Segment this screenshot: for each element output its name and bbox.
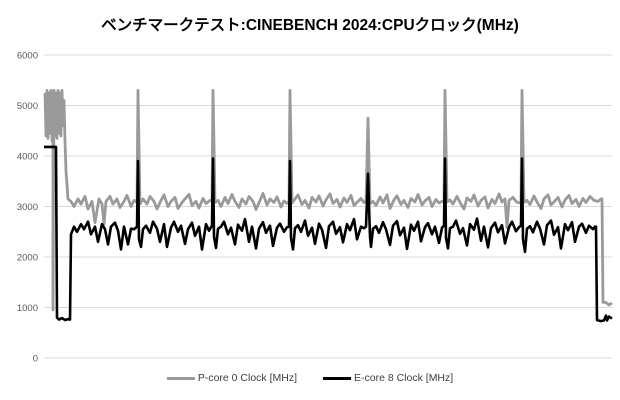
chart-legend: P-core 0 Clock [MHz] E-core 8 Clock [MHz… — [0, 372, 620, 384]
chart-title: ベンチマークテスト:CINEBENCH 2024:CPUクロック(MHz) — [101, 17, 519, 34]
legend-item-ecore: E-core 8 Clock [MHz] — [323, 372, 453, 384]
ecore-series-line — [44, 145, 613, 323]
legend-line-swatch-ecore — [323, 376, 351, 380]
y-axis-tick-label: 2000 — [17, 253, 38, 264]
y-axis-tick-label: 3000 — [17, 202, 38, 213]
legend-label-ecore: E-core 8 Clock [MHz] — [354, 372, 454, 384]
legend-line-swatch-pcore — [166, 376, 195, 380]
y-axis-tick-label: 4000 — [17, 152, 38, 163]
pcore-series-line — [43, 89, 613, 312]
y-axis-tick-label: 5000 — [17, 101, 38, 112]
y-axis-tick-label: 0 — [33, 354, 38, 365]
legend-label-pcore: P-core 0 Clock [MHz] — [197, 372, 297, 384]
legend-item-pcore: P-core 0 Clock [MHz] — [166, 372, 297, 384]
y-axis-tick-label: 6000 — [17, 51, 38, 62]
y-axis-tick-label: 1000 — [17, 303, 38, 314]
